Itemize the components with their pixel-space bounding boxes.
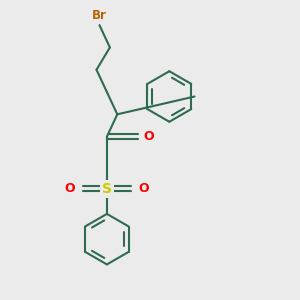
Text: O: O (139, 182, 149, 195)
Text: S: S (102, 182, 112, 196)
Text: Br: Br (92, 9, 107, 22)
Text: O: O (143, 130, 154, 143)
Text: O: O (64, 182, 75, 195)
